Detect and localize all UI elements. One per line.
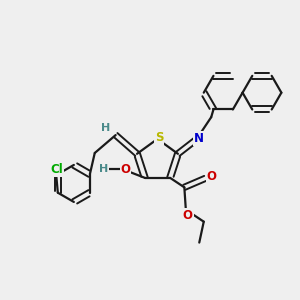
Text: O: O — [183, 208, 193, 222]
Text: Cl: Cl — [50, 163, 63, 176]
Text: H: H — [101, 123, 111, 133]
Text: S: S — [155, 131, 163, 144]
Text: O: O — [207, 170, 217, 183]
Text: O: O — [121, 163, 130, 176]
Text: N: N — [194, 132, 204, 145]
Text: H: H — [99, 164, 108, 174]
